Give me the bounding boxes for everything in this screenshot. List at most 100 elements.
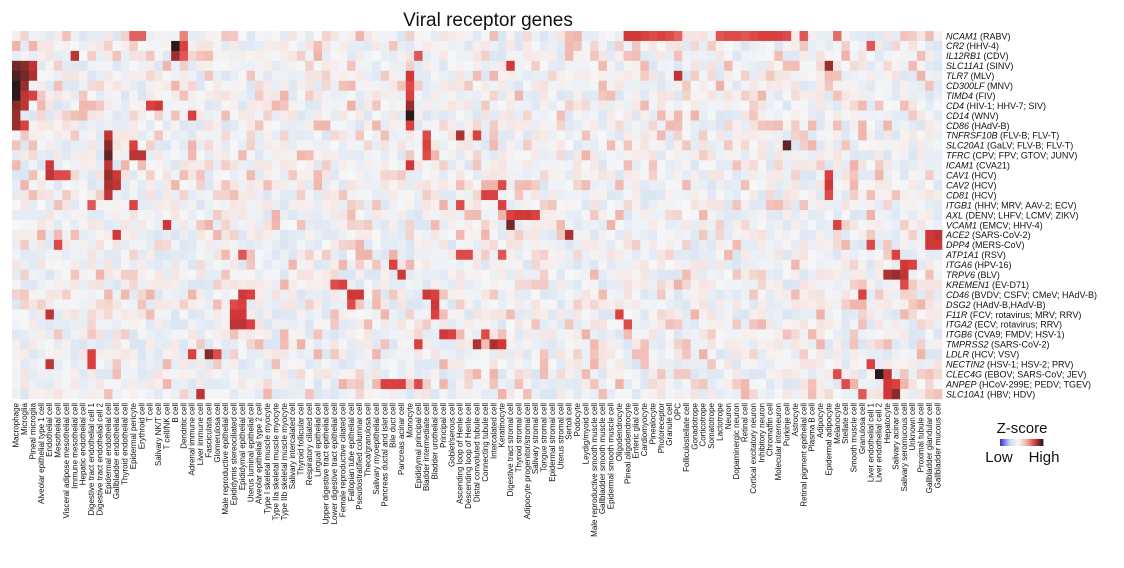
- heatmap-cell: [497, 60, 507, 72]
- heatmap-cell: [37, 379, 46, 390]
- heatmap-cell: [740, 100, 750, 111]
- heatmap-cell: [874, 130, 884, 141]
- heatmap-cell: [213, 349, 222, 360]
- heatmap-cell: [866, 210, 876, 221]
- heatmap-cell: [883, 349, 893, 360]
- heatmap-cell: [112, 160, 122, 171]
- heatmap-cell: [305, 40, 314, 52]
- heatmap-cell: [229, 339, 239, 350]
- heatmap-cell: [430, 190, 440, 201]
- heatmap-cell: [933, 70, 943, 82]
- heatmap-cell: [12, 40, 21, 52]
- heatmap-cell: [732, 60, 742, 72]
- heatmap-cell: [581, 249, 591, 261]
- heatmap-cell: [45, 100, 55, 111]
- heatmap-cell: [389, 229, 398, 241]
- heatmap-cell: [539, 299, 549, 310]
- column-label: Somatotrope: [707, 402, 716, 448]
- heatmap-cell: [640, 100, 650, 111]
- heatmap-cell: [104, 90, 113, 101]
- heatmap-cell: [196, 100, 205, 111]
- gene-name: TIMD4: [946, 91, 973, 101]
- heatmap-cell: [916, 130, 926, 141]
- heatmap-cell: [338, 160, 348, 171]
- heatmap-cell: [95, 359, 105, 370]
- heatmap-cell: [732, 389, 742, 400]
- heatmap-cell: [254, 100, 264, 111]
- heatmap-cell: [824, 70, 834, 82]
- heatmap-cell: [28, 170, 38, 181]
- heatmap-cell: [87, 160, 97, 171]
- heatmap-cell: [891, 239, 901, 251]
- heatmap-cell: [724, 190, 733, 201]
- heatmap-cell: [456, 170, 465, 181]
- heatmap-cell: [322, 70, 331, 82]
- heatmap-cell: [665, 210, 675, 221]
- heatmap-cell: [883, 319, 893, 330]
- heatmap-cell: [715, 90, 725, 101]
- heatmap-cell: [213, 329, 222, 340]
- heatmap-cell: [439, 31, 448, 42]
- gene-name: CD4: [946, 101, 964, 111]
- heatmap-cell: [120, 249, 130, 261]
- heatmap-cell: [715, 309, 725, 320]
- heatmap-cell: [439, 80, 448, 91]
- heatmap-cell: [833, 130, 842, 141]
- heatmap-cell: [925, 110, 934, 121]
- heatmap-cell: [162, 60, 172, 72]
- heatmap-cell: [263, 31, 273, 42]
- heatmap-cell: [305, 329, 314, 340]
- heatmap-cell: [849, 190, 859, 201]
- heatmap-cell: [263, 259, 273, 271]
- heatmap-cell: [372, 289, 381, 300]
- heatmap-cell: [464, 359, 474, 370]
- heatmap-cell: [481, 31, 490, 42]
- heatmap-cell: [539, 249, 549, 261]
- heatmap-cell: [45, 140, 55, 151]
- heatmap-cell: [506, 279, 515, 290]
- heatmap-cell: [707, 170, 717, 181]
- heatmap-cell: [749, 170, 758, 181]
- heatmap-cell: [414, 190, 423, 201]
- heatmap-cell: [766, 170, 775, 181]
- heatmap-cell: [883, 219, 893, 231]
- heatmap-cell: [422, 349, 432, 360]
- heatmap-cell: [615, 219, 624, 231]
- heatmap-cell: [523, 120, 532, 131]
- heatmap-cell: [749, 289, 758, 300]
- heatmap-cell: [280, 31, 289, 42]
- heatmap-cell: [916, 40, 926, 52]
- heatmap-cell: [28, 259, 38, 271]
- heatmap-cell: [380, 80, 390, 91]
- heatmap-cell: [439, 219, 448, 231]
- virus-list: (HSV-1; HSV-2; PRV): [985, 359, 1074, 369]
- heatmap-cell: [37, 100, 46, 111]
- heatmap-cell: [464, 239, 474, 251]
- heatmap-cell: [12, 289, 21, 300]
- heatmap-cell: [900, 319, 909, 330]
- heatmap-cell: [833, 299, 842, 310]
- heatmap-cell: [112, 210, 122, 221]
- heatmap-cell: [363, 229, 373, 241]
- heatmap-cell: [179, 249, 189, 261]
- heatmap-cell: [849, 60, 859, 72]
- heatmap-cell: [766, 180, 775, 191]
- heatmap-cell: [874, 249, 884, 261]
- heatmap-cell: [481, 80, 490, 91]
- heatmap-cell: [70, 309, 80, 320]
- heatmap-cell: [833, 339, 842, 350]
- heatmap-cell: [62, 190, 71, 201]
- heatmap-cell: [187, 249, 197, 261]
- heatmap-cell: [531, 160, 541, 171]
- heatmap-cell: [246, 289, 256, 300]
- heatmap-cell: [456, 349, 465, 360]
- heatmap-cell: [430, 229, 440, 241]
- heatmap-cell: [891, 219, 901, 231]
- heatmap-cell: [481, 289, 490, 300]
- heatmap-cell: [766, 140, 775, 151]
- heatmap-cell: [271, 80, 281, 91]
- heatmap-cell: [330, 279, 340, 290]
- heatmap-cell: [523, 90, 532, 101]
- heatmap-cell: [263, 190, 273, 201]
- heatmap-cell: [104, 289, 113, 300]
